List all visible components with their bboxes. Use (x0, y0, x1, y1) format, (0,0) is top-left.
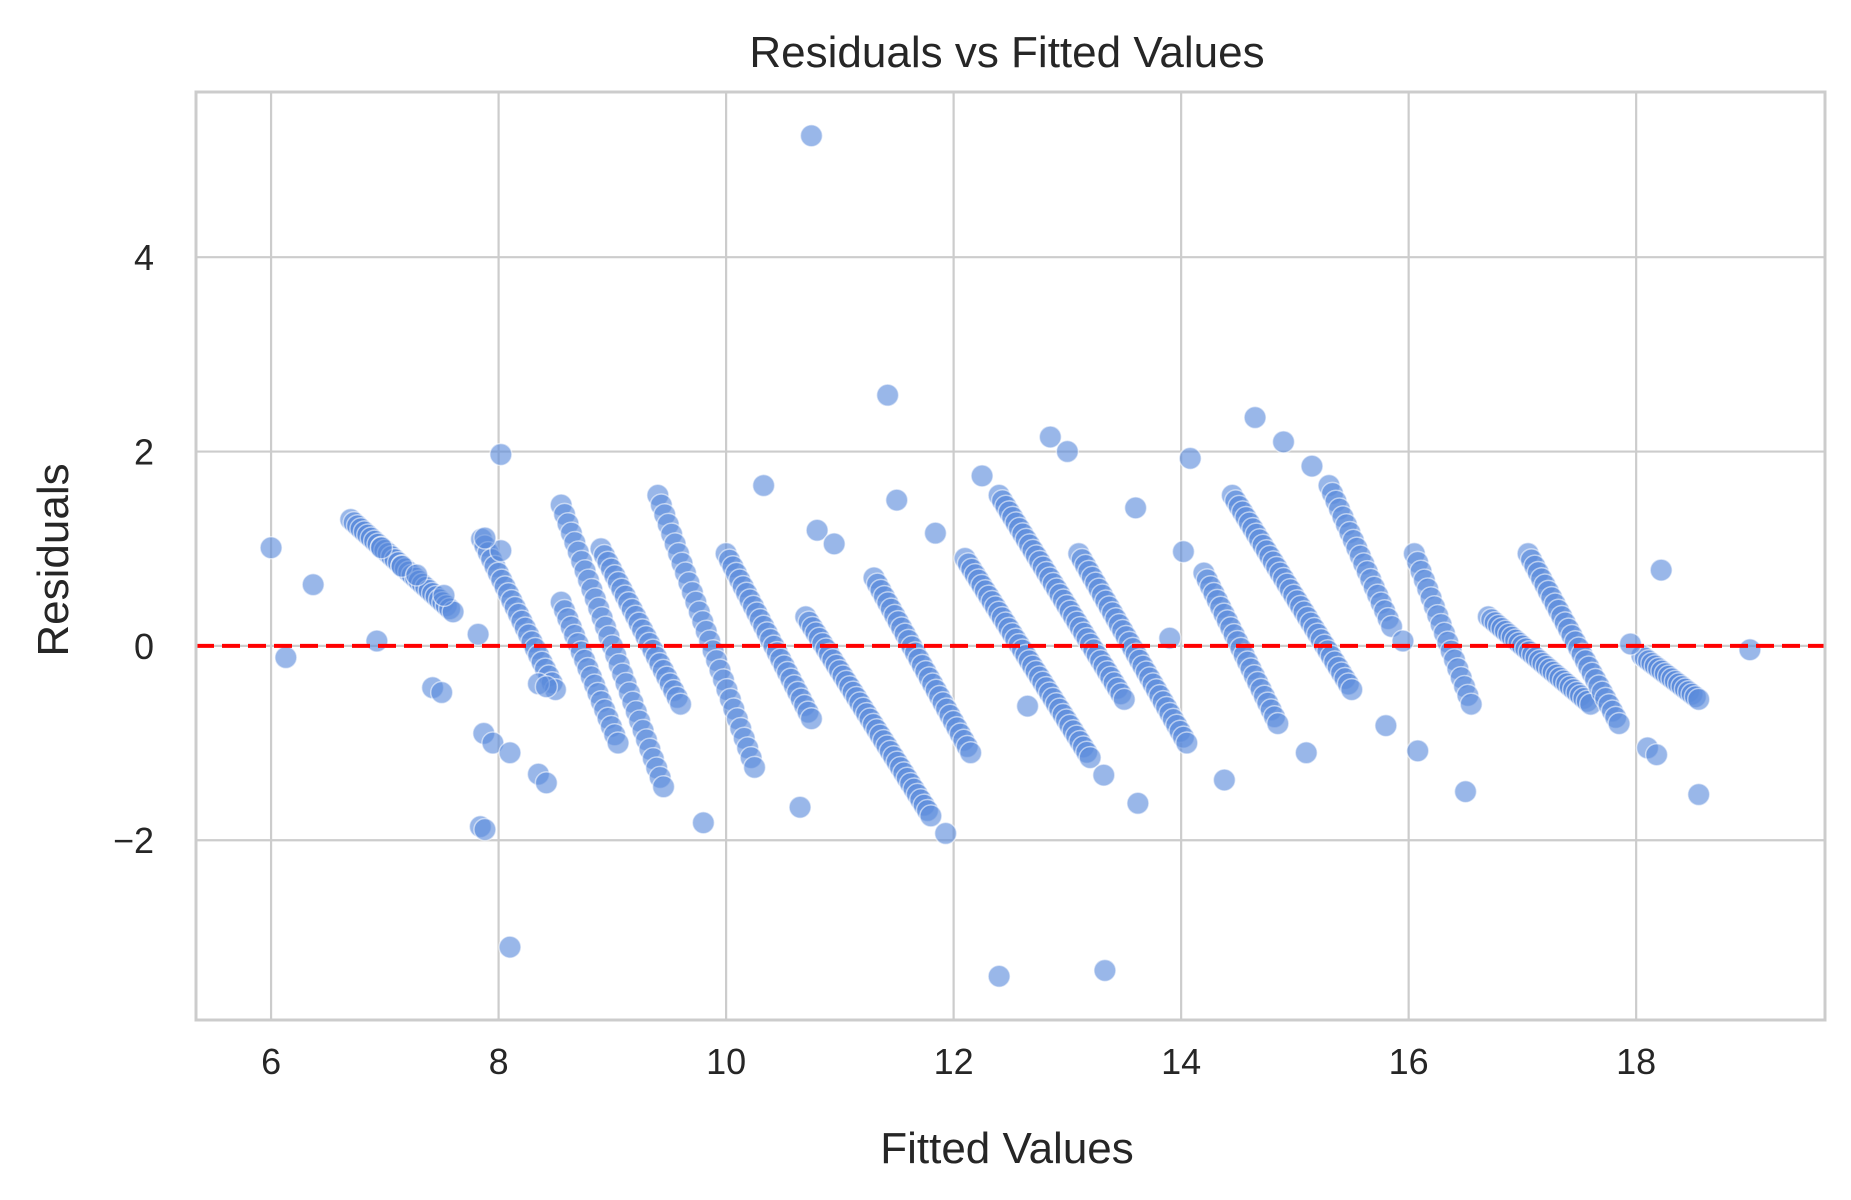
scatter-point (498, 741, 522, 765)
scatter-point (1686, 782, 1711, 807)
scatter-point (1266, 711, 1290, 736)
scatter-point (1175, 731, 1199, 755)
scatter-point (498, 935, 522, 959)
scatter-point (404, 563, 429, 587)
scatter-point (1607, 711, 1631, 736)
scatter-point (799, 707, 824, 731)
scatter-point (691, 810, 716, 835)
scatter-point (1123, 496, 1148, 520)
scatter-point (429, 680, 454, 705)
scatter-point (466, 622, 490, 646)
scatter-point (473, 526, 497, 550)
scatter-point (606, 731, 630, 755)
scatter-point (923, 521, 948, 545)
scatter-point (1212, 768, 1237, 792)
scatter-point (1686, 687, 1711, 712)
x-tick-label: 12 (934, 1041, 974, 1082)
y-tick-label: 0 (134, 626, 154, 667)
scatter-point (534, 674, 559, 699)
scatter-point (534, 771, 559, 795)
scatter-point (1340, 677, 1364, 702)
plot-frame (194, 90, 1827, 1022)
scatter-point (1374, 713, 1398, 738)
scatter-point (1055, 439, 1080, 464)
scatter-point (933, 821, 958, 846)
x-tick-label: 16 (1389, 1041, 1429, 1082)
scatter-point (1271, 430, 1296, 454)
x-tick-label: 6 (261, 1041, 281, 1082)
x-tick-label: 18 (1616, 1041, 1656, 1082)
scatter-point (1112, 687, 1137, 712)
scatter-point (805, 518, 829, 542)
scatter-point (1649, 558, 1673, 582)
scatter-point (301, 572, 325, 597)
scatter-point (1644, 742, 1669, 767)
scatter-point (919, 804, 943, 828)
scatter-point (1158, 626, 1182, 650)
x-axis-label: Fitted Values (880, 1124, 1134, 1173)
scatter-point (742, 755, 767, 780)
data-points (259, 123, 1762, 989)
scatter-point (489, 538, 513, 563)
scatter-point (1459, 692, 1483, 716)
scatter-point (489, 442, 513, 467)
x-tick-label: 8 (489, 1041, 509, 1082)
scatter-point (1078, 745, 1102, 770)
x-tick-label: 14 (1161, 1041, 1201, 1082)
scatter-point (799, 123, 824, 148)
scatter-point (987, 964, 1011, 989)
scatter-point (1391, 629, 1415, 653)
scatter-point (259, 535, 283, 560)
scatter-point (970, 464, 994, 488)
scatter-point (432, 583, 456, 608)
scatter-point (473, 817, 497, 842)
y-tick-label: 2 (134, 432, 154, 473)
scatter-point (651, 775, 676, 799)
scatter-point (1406, 739, 1430, 763)
scatter-point (884, 488, 909, 512)
scatter-point (1093, 958, 1117, 983)
y-tick-label: −2 (113, 820, 154, 861)
y-tick-labels: −2 0 2 4 (113, 237, 154, 861)
chart-title: Residuals vs Fitted Values (749, 28, 1264, 77)
scatter-point (1092, 763, 1116, 787)
scatter-point (1243, 405, 1267, 430)
scatter-point (668, 692, 693, 716)
scatter-point (1171, 539, 1196, 564)
scatter-point (365, 629, 389, 653)
scatter-point (369, 535, 394, 560)
scatter-point (875, 383, 900, 407)
scatter-point (1126, 791, 1150, 816)
scatter-point (1038, 425, 1063, 449)
x-tick-labels: 6 8 10 12 14 16 18 (261, 1041, 1656, 1082)
scatter-point (1015, 694, 1040, 718)
scatter-point (958, 741, 983, 765)
scatter-point (1738, 638, 1762, 662)
scatter-point (1453, 779, 1478, 804)
y-tick-label: 4 (134, 237, 154, 278)
scatter-point (1300, 454, 1324, 478)
scatter-point (788, 795, 812, 819)
x-tick-label: 10 (706, 1041, 746, 1082)
scatter-point (1178, 446, 1202, 471)
scatter-point (751, 473, 776, 498)
scatter-point (822, 532, 846, 556)
y-axis-label: Residuals (29, 463, 78, 656)
scatter-point (1294, 741, 1319, 765)
scatter-point (274, 645, 298, 670)
